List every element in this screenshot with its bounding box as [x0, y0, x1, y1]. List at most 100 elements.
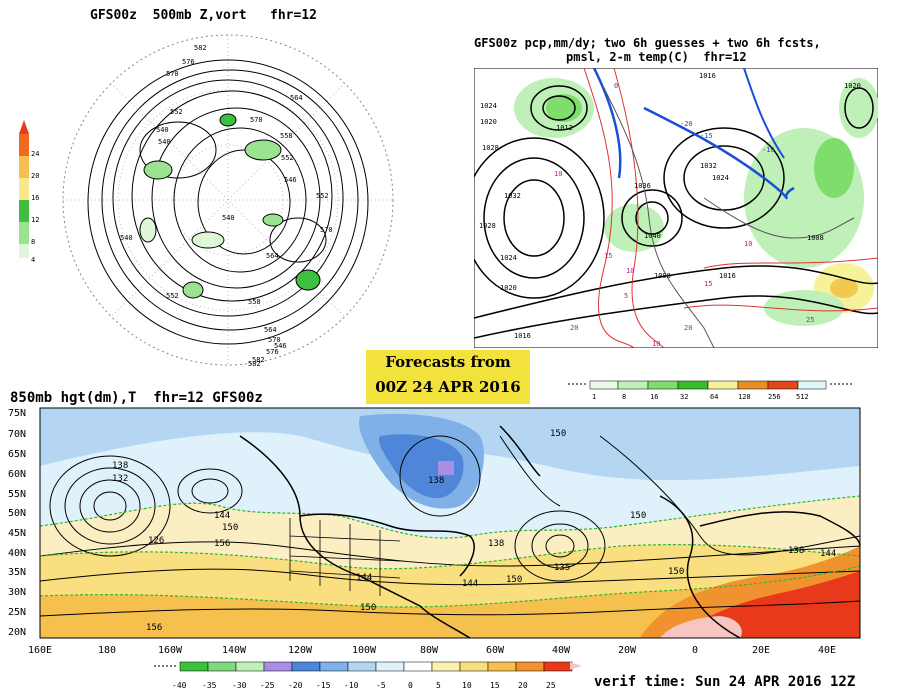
- precip-colorbar: 1 8 16 32 64 128 256 512: [562, 378, 862, 401]
- vorticity-area: [139, 217, 157, 243]
- colorbar-tick: 16: [650, 393, 658, 400]
- height-contour: [173, 127, 307, 273]
- contour-label: 570: [250, 116, 263, 124]
- isobar: [844, 87, 874, 129]
- contour-label: 552: [281, 154, 294, 162]
- colorbar-arrow: [19, 120, 29, 134]
- coastline: [299, 513, 475, 577]
- forecast-line-1: Forecasts from: [385, 353, 511, 371]
- height-label: 150: [360, 603, 376, 613]
- height-label: 138: [788, 546, 804, 556]
- isobar: [483, 157, 585, 279]
- height-label: 144: [214, 511, 230, 521]
- temp-contour: [613, 67, 665, 349]
- lon-label: 20E: [752, 645, 770, 656]
- height-label: 132: [112, 474, 128, 484]
- colorbar-swatch: [263, 661, 293, 672]
- lat-label: 45N: [8, 528, 26, 539]
- colorbar-swatch: [19, 134, 29, 156]
- precip-colorbar-svg: 1 8 16 32 64 128 256 512: [568, 380, 852, 401]
- colorbar-swatch: [319, 661, 349, 672]
- contour-label: 570: [320, 226, 333, 234]
- height-label: 138: [112, 461, 128, 471]
- pressure-label: 1020: [480, 118, 497, 126]
- temp-label: 0: [614, 82, 618, 90]
- freezing-line: [643, 106, 795, 200]
- colorbar-tick: 12: [31, 216, 39, 224]
- isobar: [542, 95, 576, 121]
- temp-contour: [703, 257, 879, 269]
- temp-label: 15: [604, 252, 612, 260]
- precip-area: [814, 138, 854, 198]
- height-contour: [79, 479, 141, 533]
- height-label: 150: [668, 567, 684, 577]
- precip-pmsl-map: 1024 1012 1028 1032 1020 1024 1020 1016 …: [463, 67, 879, 349]
- pressure-label: 1024: [480, 102, 497, 110]
- lon-label: 120W: [288, 645, 313, 656]
- colorbar-swatch: [291, 661, 321, 672]
- height-label: 144: [356, 573, 372, 583]
- height-contour: [197, 149, 291, 255]
- colorbar-swatch: [543, 661, 573, 672]
- temp-label: 15: [704, 280, 712, 288]
- lat-label: 20N: [8, 627, 26, 638]
- vorticity-area: [295, 269, 321, 291]
- vorticity-area: [262, 213, 284, 227]
- coastline: [703, 197, 855, 239]
- polar-500mb-svg: 582 576 570 564 558 552 546 540 552 570 …: [62, 34, 394, 368]
- height-contour: [139, 121, 217, 179]
- lon-label: 100W: [352, 645, 377, 656]
- height-contour: [545, 534, 575, 558]
- precip-area: [764, 290, 844, 326]
- height-contour: [131, 90, 333, 302]
- pressure-label: 1024: [712, 174, 729, 182]
- lon-label: 160W: [158, 645, 183, 656]
- height-contour: [39, 541, 861, 567]
- isobar: [621, 189, 683, 247]
- colorbar-swatch: [647, 380, 679, 390]
- pressure-label: 1016: [699, 72, 716, 80]
- colorbar-swatch: [179, 661, 209, 672]
- height-contour: [399, 435, 481, 517]
- contour-label: 558: [248, 298, 261, 306]
- colorbar-tick: -25: [260, 681, 275, 690]
- temp-colorbar-svg: -40 -35 -30 -25 -20 -15 -10 -5 0 5 10 15…: [154, 661, 582, 690]
- colorbar-tick: -5: [376, 681, 386, 690]
- colorbar-tick: 15: [490, 681, 500, 690]
- contour-label: 540: [222, 214, 235, 222]
- vort-colorbar: 24 20 16 12 8 4: [15, 120, 45, 265]
- temp-band: [438, 461, 454, 475]
- temp-label: 25: [806, 316, 814, 324]
- colorbar-swatch: [235, 661, 265, 672]
- height-label: 156: [214, 539, 230, 549]
- lat-label: 50N: [8, 508, 26, 519]
- pressure-label: 1040: [644, 232, 661, 240]
- colorbar-swatch: [19, 200, 29, 222]
- lat-label: 75N: [8, 408, 26, 419]
- height-contour: [64, 467, 156, 545]
- contour-label: 582: [248, 360, 261, 368]
- colorbar-swatch: [375, 661, 405, 672]
- height-label: 144: [462, 579, 478, 589]
- lon-label: 160E: [28, 645, 52, 656]
- colorbar-swatch: [19, 222, 29, 244]
- colorbar-tick: -15: [316, 681, 331, 690]
- pressure-label: 1036: [634, 182, 651, 190]
- colorbar-swatch: [677, 380, 709, 390]
- lat-label: 25N: [8, 607, 26, 618]
- lon-label: 0: [692, 645, 698, 656]
- colorbar-tick: 20: [31, 172, 39, 180]
- forecast-time-box: Forecasts from 00Z 24 APR 2016: [366, 350, 530, 404]
- colorbar-tick: 64: [710, 393, 718, 400]
- temp-label: 20: [684, 324, 692, 332]
- contour-label: 546: [274, 342, 287, 350]
- height-label: 126: [148, 536, 164, 546]
- contour-label: 564: [266, 252, 279, 260]
- height-label: 138: [488, 539, 504, 549]
- colorbar-swatch: [487, 661, 517, 672]
- contour-label: 552: [170, 108, 183, 116]
- coastline: [239, 435, 471, 639]
- pressure-label: 1032: [700, 162, 717, 170]
- panel-precip-title-line1: GFS00z pcp,mm/dy; two 6h guesses + two 6…: [474, 36, 821, 50]
- temp-colorbar: -40 -35 -30 -25 -20 -15 -10 -5 0 5 10 15…: [150, 660, 600, 696]
